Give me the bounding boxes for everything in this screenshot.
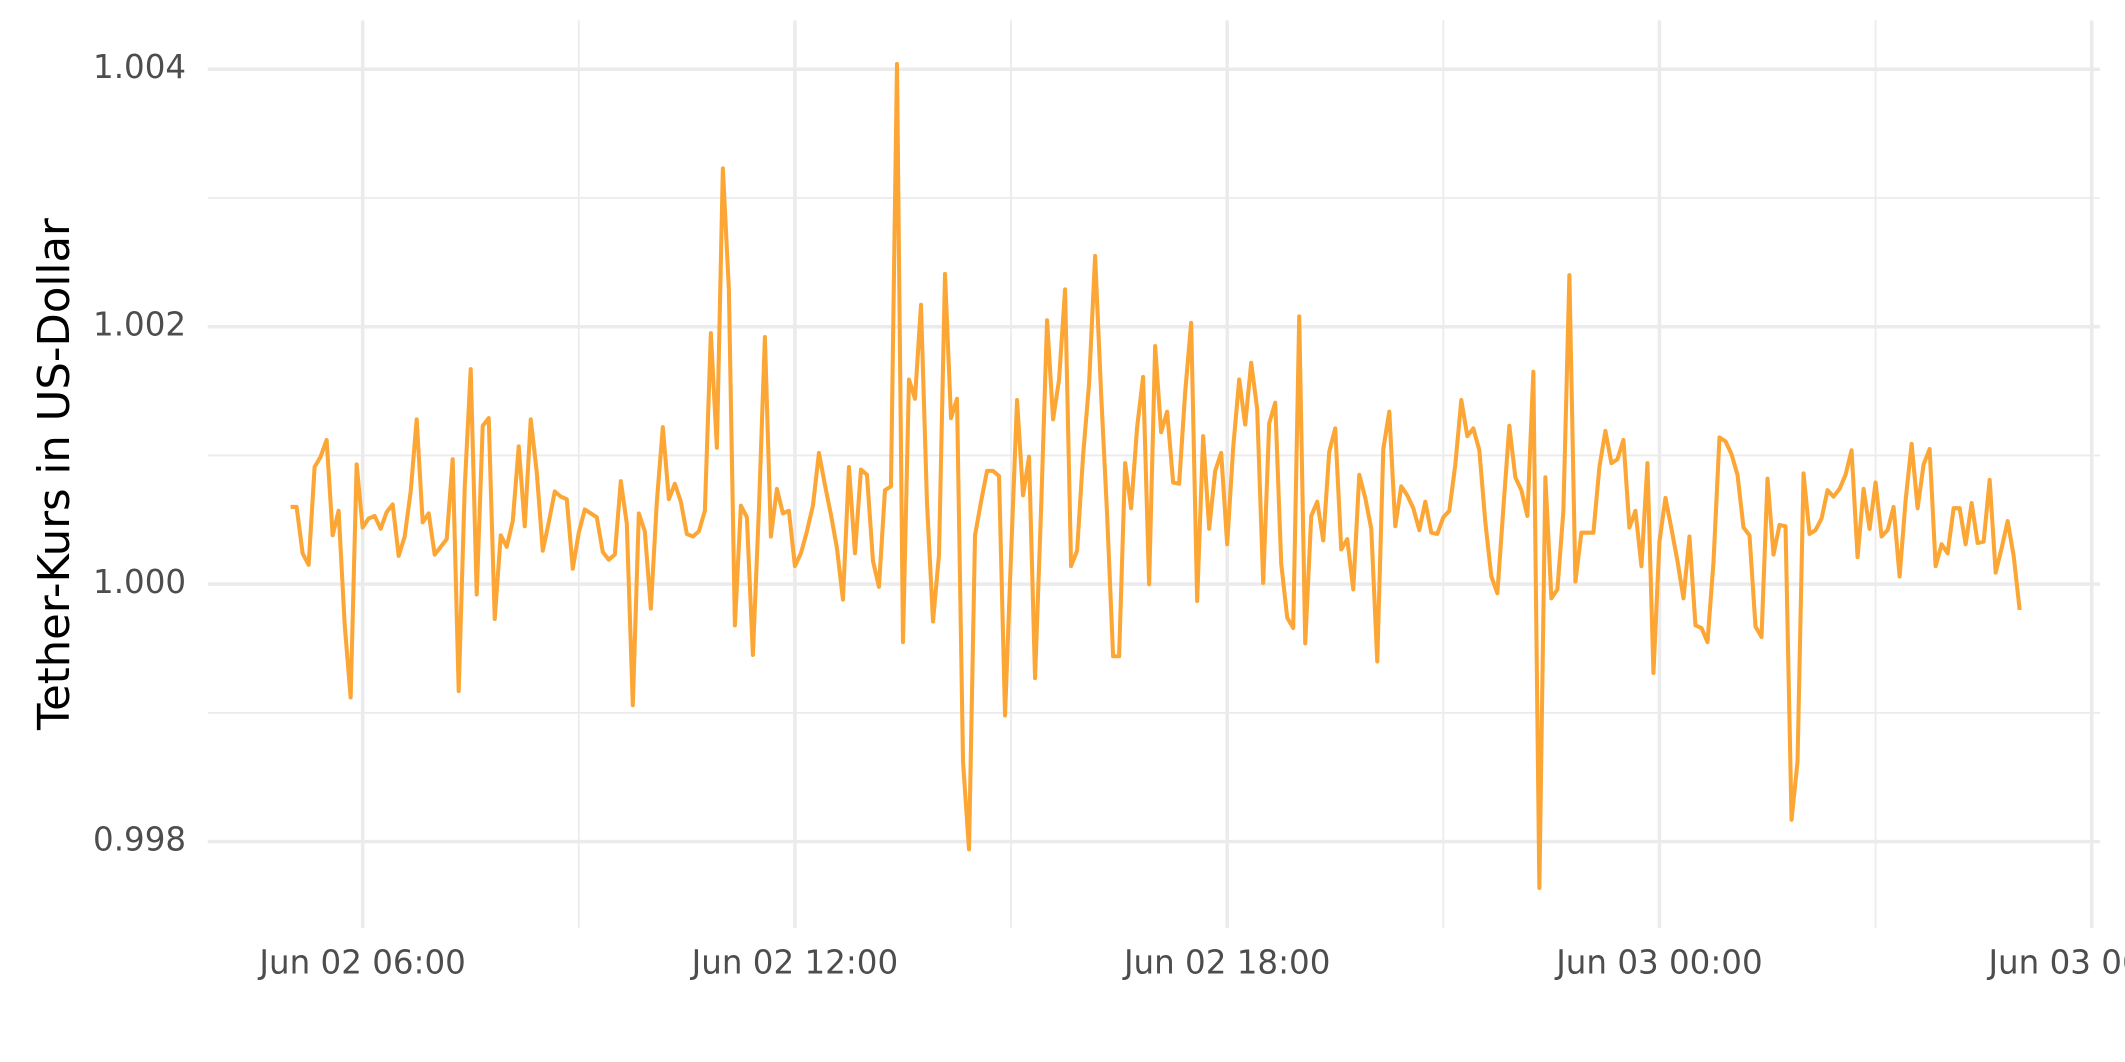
price-line (290, 62, 2022, 891)
marks (290, 62, 2022, 891)
y-tick-label: 1.000 (93, 563, 186, 601)
x-tick-label: Jun 02 12:00 (690, 943, 898, 981)
x-tick-label: Jun 02 06:00 (257, 943, 465, 981)
grid (207, 20, 2101, 928)
x-tick-label: Jun 03 00:00 (1554, 943, 1762, 981)
y-axis-title: Tether-Kurs in US-Dollar (30, 218, 80, 731)
x-tick-label: Jun 03 06:00 (1986, 943, 2125, 981)
y-tick-label: 1.002 (93, 306, 186, 344)
axes: 0.998 1.000 1.002 1.004 Jun 02 06:00 Jun 02 1… (93, 48, 2125, 981)
y-tick-label: 0.998 (93, 821, 186, 859)
x-tick-label: Jun 02 18:00 (1122, 943, 1330, 981)
y-tick-label: 1.004 (93, 48, 186, 86)
